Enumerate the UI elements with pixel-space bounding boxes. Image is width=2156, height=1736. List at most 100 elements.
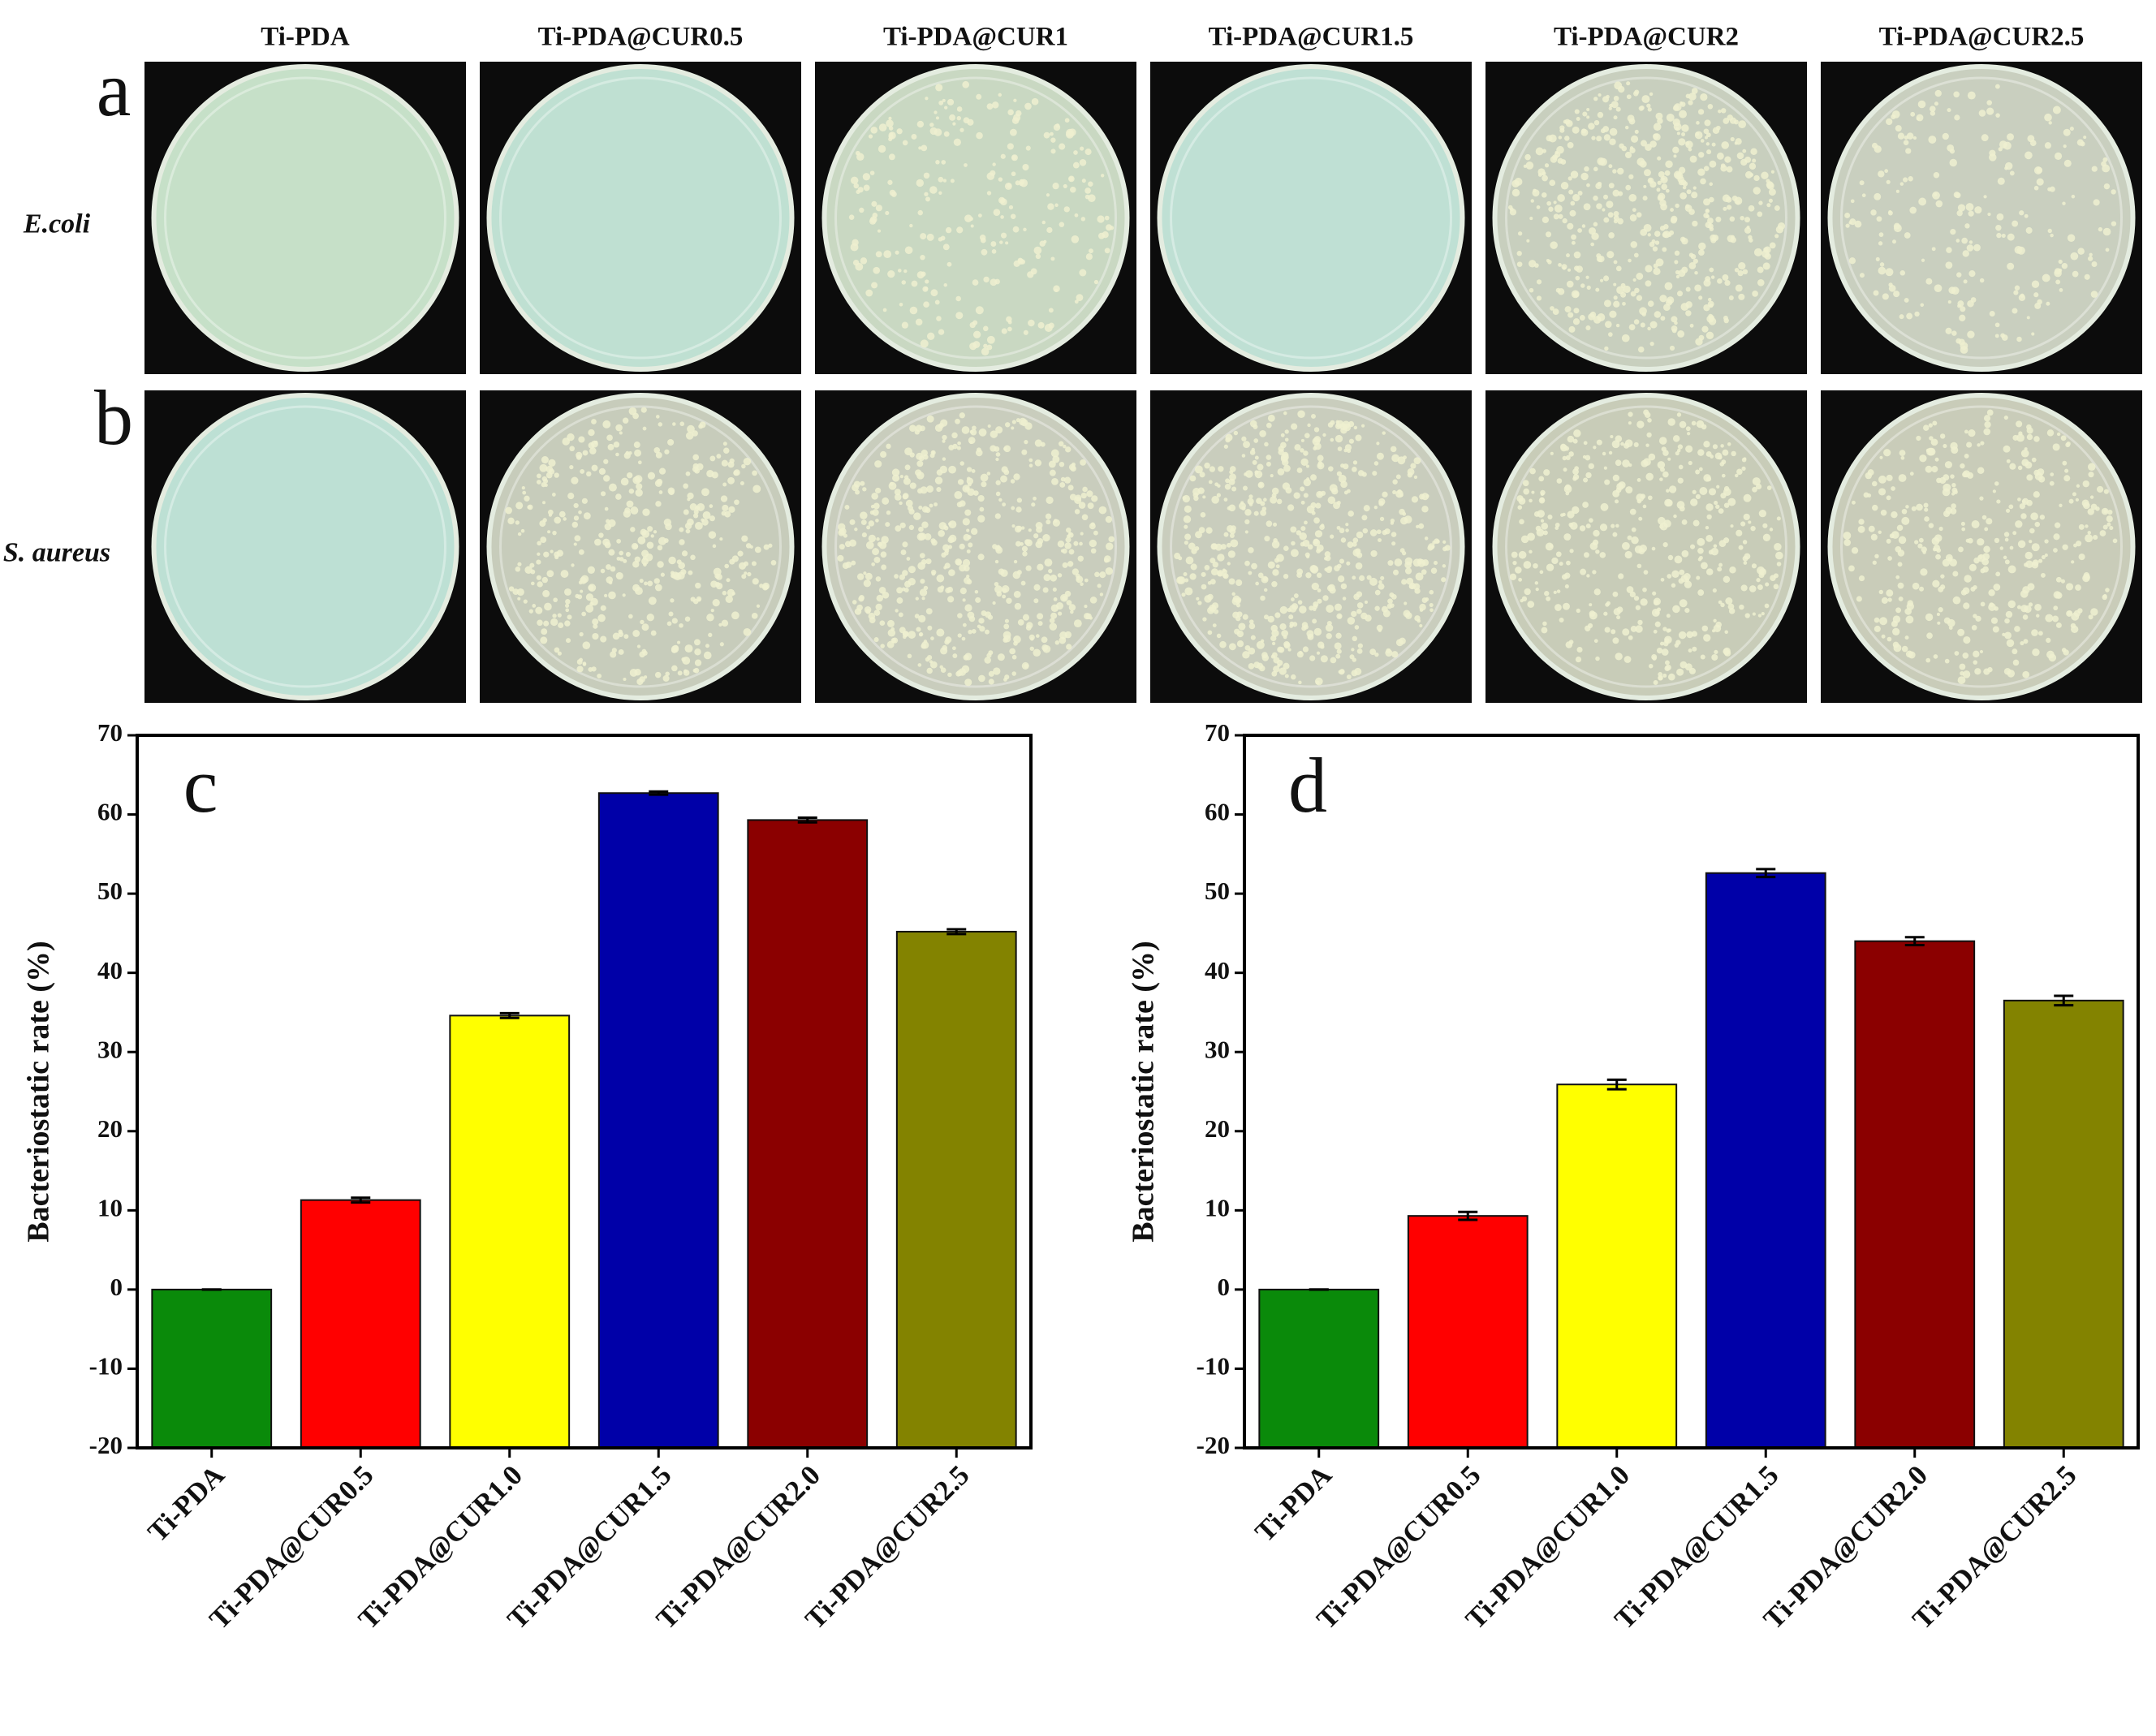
colony bbox=[1905, 505, 1909, 509]
colony bbox=[1994, 481, 1999, 486]
colony bbox=[1568, 325, 1576, 333]
colony bbox=[1105, 515, 1113, 523]
colony bbox=[1048, 460, 1056, 468]
colony bbox=[1335, 632, 1342, 639]
colony bbox=[1176, 576, 1184, 584]
colony bbox=[1373, 461, 1379, 466]
colony bbox=[1622, 628, 1630, 636]
colony bbox=[593, 623, 598, 629]
colony bbox=[667, 438, 675, 446]
colony bbox=[681, 657, 686, 662]
colony bbox=[615, 452, 619, 457]
colony bbox=[527, 504, 533, 510]
colony bbox=[1198, 527, 1205, 533]
colony bbox=[1391, 532, 1397, 537]
colony bbox=[1298, 680, 1302, 685]
colony bbox=[856, 573, 865, 580]
colony bbox=[1589, 610, 1596, 617]
colony bbox=[986, 172, 995, 180]
colony bbox=[902, 493, 909, 499]
colony bbox=[505, 506, 512, 515]
colony bbox=[986, 191, 992, 196]
colony bbox=[975, 597, 981, 603]
colony bbox=[1189, 573, 1197, 580]
colony bbox=[966, 476, 971, 481]
colony bbox=[1608, 164, 1613, 169]
colony bbox=[961, 665, 970, 674]
colony bbox=[1758, 572, 1765, 579]
colony bbox=[1104, 248, 1110, 254]
colony bbox=[1625, 184, 1632, 191]
colony bbox=[1750, 525, 1756, 532]
colony bbox=[1070, 186, 1076, 193]
colony bbox=[903, 477, 911, 485]
colony bbox=[1006, 597, 1012, 605]
colony bbox=[873, 502, 880, 510]
colony bbox=[1031, 97, 1039, 106]
colony bbox=[1901, 516, 1910, 525]
colony bbox=[874, 460, 882, 468]
colony bbox=[727, 461, 735, 468]
colony bbox=[883, 250, 892, 258]
colony bbox=[1701, 625, 1709, 632]
petri-dish bbox=[151, 64, 459, 372]
colony bbox=[1635, 605, 1641, 610]
colony bbox=[2101, 161, 2106, 167]
colony bbox=[844, 505, 850, 510]
colony bbox=[1666, 628, 1671, 633]
colony bbox=[1609, 310, 1617, 318]
colony bbox=[668, 611, 674, 617]
colony bbox=[2063, 475, 2071, 482]
colony bbox=[1552, 308, 1559, 315]
colony bbox=[1583, 203, 1591, 211]
colony bbox=[1630, 241, 1638, 248]
colony bbox=[1050, 131, 1054, 136]
colony bbox=[1965, 538, 1970, 543]
colony bbox=[1758, 510, 1767, 518]
colony bbox=[968, 629, 972, 635]
colony bbox=[991, 249, 997, 254]
colony bbox=[628, 407, 637, 416]
colony bbox=[1653, 600, 1659, 605]
colony bbox=[1536, 279, 1542, 285]
colony bbox=[646, 614, 654, 622]
colony bbox=[1916, 435, 1921, 442]
colony bbox=[2046, 429, 2055, 437]
colony bbox=[1692, 519, 1700, 527]
colony bbox=[1611, 629, 1616, 635]
colony bbox=[1404, 567, 1412, 575]
colony bbox=[2063, 159, 2072, 167]
colony bbox=[1715, 216, 1722, 222]
colony bbox=[1874, 554, 1879, 559]
colony bbox=[646, 541, 654, 549]
colony bbox=[1336, 648, 1342, 654]
colony bbox=[1697, 449, 1705, 456]
colony bbox=[1627, 535, 1632, 541]
colony bbox=[2024, 461, 2033, 469]
colony bbox=[1197, 601, 1202, 605]
colony bbox=[639, 651, 645, 658]
colony bbox=[862, 487, 867, 492]
colony bbox=[861, 532, 867, 538]
colony bbox=[1548, 206, 1554, 212]
petri-dish bbox=[151, 393, 459, 700]
colony bbox=[1731, 450, 1736, 457]
colony bbox=[1673, 103, 1682, 111]
colony bbox=[1992, 489, 1997, 493]
y-tick-label: 20 bbox=[1205, 1114, 1230, 1143]
colony bbox=[1980, 441, 1985, 446]
colony bbox=[1930, 110, 1936, 116]
colony bbox=[1675, 451, 1680, 456]
colony bbox=[2062, 544, 2068, 550]
x-tick-label: Ti-PDA@CUR1.0 bbox=[352, 1459, 528, 1635]
colony bbox=[1717, 566, 1723, 572]
colony bbox=[2044, 113, 2052, 122]
colony bbox=[1583, 441, 1588, 446]
colony bbox=[1024, 102, 1032, 110]
colony bbox=[1660, 577, 1665, 582]
colony bbox=[1425, 494, 1429, 498]
colony bbox=[1563, 467, 1567, 472]
colony bbox=[1744, 553, 1751, 560]
colony bbox=[1536, 205, 1541, 209]
colony bbox=[1576, 646, 1583, 653]
